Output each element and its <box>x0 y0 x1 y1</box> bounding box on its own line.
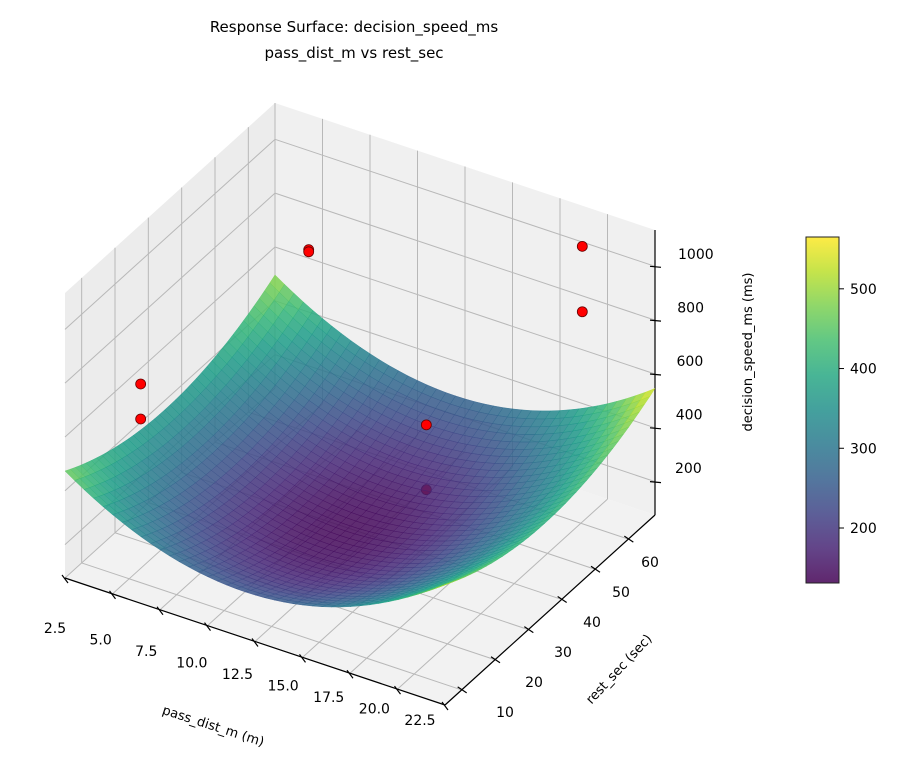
colorbar-tick-label: 200 <box>850 521 877 537</box>
y-tick <box>557 595 567 603</box>
x-tick <box>251 638 259 647</box>
z-tick-label: 800 <box>677 301 704 317</box>
z-axis-label: decision_speed_ms (ms) <box>741 272 756 431</box>
colorbar: 200 300 400 500 <box>805 236 877 584</box>
z-grid-left <box>64 246 276 438</box>
y-tick <box>624 535 634 543</box>
scatter-points <box>135 240 588 431</box>
x-tick <box>109 590 116 600</box>
colorbar-tick-label: 500 <box>850 282 877 298</box>
z-grid-back <box>274 138 656 267</box>
y-tick-label: 20 <box>525 675 543 691</box>
scatter-point <box>576 240 588 252</box>
z-tick-label: 200 <box>675 461 702 477</box>
colorbar-tick-label: 400 <box>850 362 877 378</box>
z-tick <box>649 427 662 430</box>
z-tick <box>649 373 662 376</box>
chart-title: Response Surface: decision_speed_ms <box>210 18 499 37</box>
x-tick <box>394 685 401 695</box>
y-tick-label: 50 <box>612 585 630 601</box>
y-tick-label: 30 <box>554 645 572 661</box>
y-tick-label: 10 <box>496 705 514 721</box>
x-tick-label: 12.5 <box>222 667 253 683</box>
scatter-point <box>576 306 588 318</box>
z-grid-left <box>64 192 276 384</box>
x-tick <box>156 606 164 616</box>
y-axis-line <box>444 514 656 706</box>
x-tick-label: 10.0 <box>176 656 207 672</box>
tick-labels: 2.5 5.0 7.5 10.0 12.5 15.0 17.5 20.0 22.5 10 20 30 4… <box>44 247 714 729</box>
x-tick-label: 7.5 <box>135 644 157 660</box>
surface-mesh <box>64 274 656 608</box>
x-tick-label: 2.5 <box>44 621 66 637</box>
x-tick <box>346 669 354 679</box>
x-axis-line <box>64 577 446 706</box>
colorbar-tick-label: 300 <box>850 441 877 457</box>
z-grid-back <box>274 246 656 375</box>
y-tick-label: 40 <box>583 615 601 631</box>
y-tick <box>490 656 501 664</box>
chart-subtitle: pass_dist_m vs rest_sec <box>264 44 443 63</box>
y-tick-label: 60 <box>641 555 659 571</box>
colorbar-gradient <box>805 236 840 584</box>
z-grid-back <box>274 192 656 321</box>
scatter-point <box>135 413 147 425</box>
y-tick <box>457 686 467 694</box>
x-tick-label: 22.5 <box>404 713 435 729</box>
x-tick <box>441 701 449 711</box>
z-tick-label: 600 <box>677 354 704 370</box>
z-tick-label: 400 <box>676 408 703 424</box>
x-tick <box>204 622 211 631</box>
x-tick <box>61 574 69 584</box>
x-tick-label: 15.0 <box>268 679 299 695</box>
z-tick <box>649 481 662 484</box>
y-grid-floor <box>81 562 462 691</box>
scatter-point <box>135 378 147 390</box>
surface-patch <box>435 582 451 589</box>
z-grid-left <box>64 138 276 330</box>
z-tick <box>649 319 662 322</box>
y-tick <box>590 565 601 573</box>
x-tick-label: 20.0 <box>359 702 390 718</box>
axis-lines <box>61 230 662 711</box>
y-axis-label: rest_sec (sec) <box>583 632 655 708</box>
x-tick <box>299 654 306 663</box>
x-tick-label: 5.0 <box>89 633 111 649</box>
x-axis-label: pass_dist_m (m) <box>160 703 266 750</box>
z-tick-label: 1000 <box>678 247 714 263</box>
scatter-point <box>303 246 315 258</box>
x-tick-label: 17.5 <box>313 690 344 706</box>
y-tick <box>524 626 534 634</box>
z-tick <box>649 265 662 268</box>
scatter-point <box>420 419 432 431</box>
x-grid-floor <box>397 498 608 690</box>
